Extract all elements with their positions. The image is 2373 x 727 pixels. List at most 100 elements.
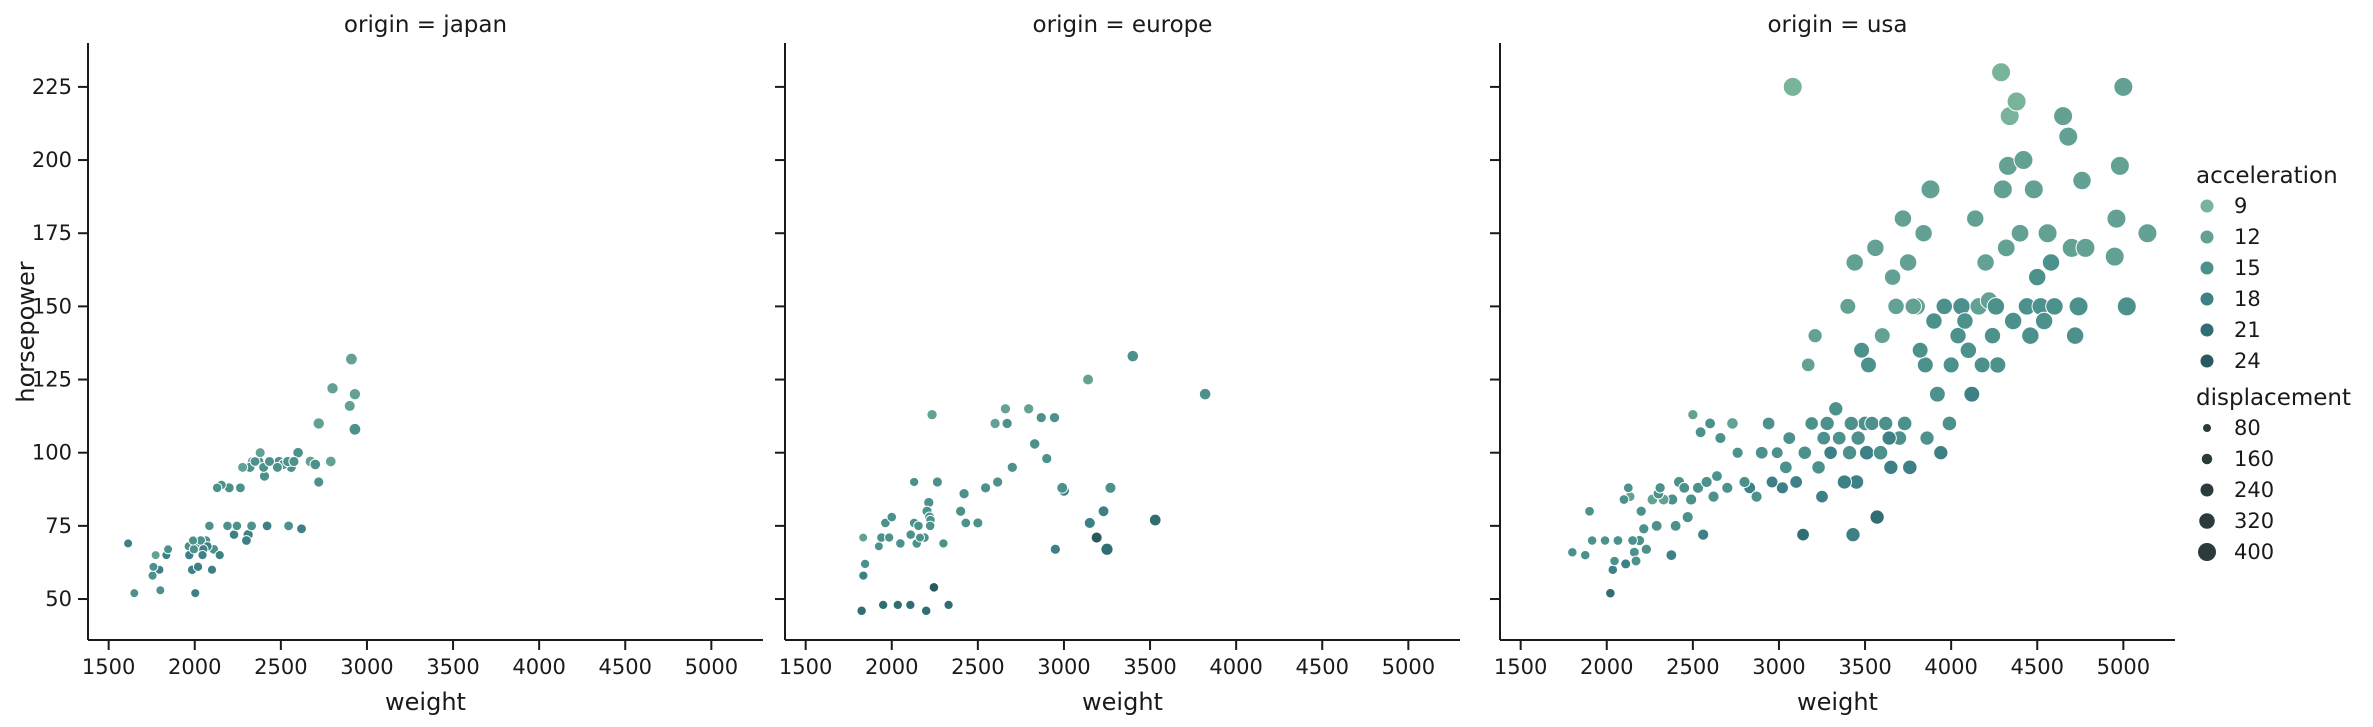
scatter-point <box>1685 493 1698 506</box>
scatter-point <box>309 458 322 471</box>
scatter-point <box>2072 170 2092 191</box>
scatter-point <box>222 520 233 532</box>
scatter-point <box>908 476 920 488</box>
scatter-point <box>2013 150 2034 171</box>
scatter-point <box>1083 516 1096 529</box>
scatter-point <box>1973 356 1991 374</box>
scatter-point <box>1933 445 1949 461</box>
scatter-point <box>1920 179 1941 200</box>
scatter-point <box>241 535 252 546</box>
scatter-point <box>1816 430 1832 446</box>
legend-hue-marker <box>2199 322 2215 338</box>
scatter-point <box>926 409 938 421</box>
scatter-point <box>343 399 356 412</box>
legend-title-displacement: displacement <box>2196 385 2351 411</box>
scatter-point <box>234 482 246 494</box>
x-tick-label: 4500 <box>1296 655 1349 679</box>
scatter-point <box>163 544 174 555</box>
scatter-point <box>1896 415 1913 432</box>
scatter-point <box>228 529 240 540</box>
scatter-point <box>2065 326 2085 345</box>
legend-size-marker <box>2197 542 2217 562</box>
x-tick-label: 4000 <box>1209 655 1262 679</box>
scatter-point <box>1035 411 1047 424</box>
x-tick-label: 1500 <box>779 655 832 679</box>
scatter-point <box>1056 481 1069 494</box>
scatter-point <box>1925 312 1943 330</box>
scatter-point <box>1687 409 1699 421</box>
scatter-point <box>1902 459 1918 476</box>
scatter-point <box>1001 417 1013 430</box>
scatter-point <box>1082 373 1095 386</box>
scatter-point <box>312 417 325 430</box>
x-tick-label: 4000 <box>512 655 565 679</box>
scatter-point <box>1006 461 1018 473</box>
scatter-point <box>1807 327 1823 344</box>
scatter-point <box>1797 445 1813 460</box>
scatter-point <box>150 550 161 561</box>
scatter-point <box>271 461 283 473</box>
scatter-point <box>1628 546 1640 558</box>
scatter-point <box>1815 489 1829 504</box>
scatter-point <box>1800 357 1816 373</box>
x-tick-label: 4500 <box>2011 655 2064 679</box>
scatter-point <box>1630 555 1642 567</box>
x-tick-label: 2500 <box>254 655 307 679</box>
hue-legend-items: 9 12 15 18 21 24 <box>2199 194 2261 373</box>
legend-title-acceleration: acceleration <box>2196 163 2338 189</box>
y-tick-label: 200 <box>32 148 72 172</box>
scatter-point <box>1048 411 1061 424</box>
y-tick-label: 150 <box>32 294 72 318</box>
scatter-point <box>231 520 243 532</box>
x-tick-label: 3500 <box>426 655 479 679</box>
scatter-point <box>1881 430 1897 446</box>
scatter-point <box>2021 326 2040 345</box>
scatter-point <box>1731 446 1744 459</box>
scatter-point <box>1956 312 1974 330</box>
y-axis-label: horsepower <box>12 261 40 402</box>
scatter-point <box>999 403 1012 415</box>
x-tick-label: 3500 <box>1838 655 1891 679</box>
scatter-point <box>348 387 362 401</box>
scatter-point <box>2137 223 2158 244</box>
scatter-point <box>1941 415 1958 432</box>
y-tick-label: 75 <box>45 514 72 538</box>
scatter-point <box>895 538 906 549</box>
scatter-point <box>1796 527 1810 542</box>
scatter-point <box>1991 62 2012 83</box>
scatter-point <box>1841 445 1858 461</box>
scatter-point <box>1090 531 1103 544</box>
scatter-point <box>905 529 916 540</box>
legend-hue-label: 24 <box>2234 349 2261 373</box>
x-axis-label: weight <box>385 688 466 716</box>
scatter-point <box>2075 237 2096 258</box>
x-tick-label: 4000 <box>1924 655 1977 679</box>
scatter-point <box>1853 341 1871 359</box>
panel-title: origin = japan <box>344 12 507 38</box>
x-tick-label: 3000 <box>1752 655 1805 679</box>
scatter-point <box>979 482 992 494</box>
scatter-point <box>1914 224 1933 243</box>
scatter-point <box>960 517 972 529</box>
facet-panel-2: origin = usa 1500 2000 2500 3000 3500 4000 4500… <box>1490 12 2175 716</box>
scatter-point <box>1028 438 1041 450</box>
scatter-point <box>1839 297 1857 315</box>
scatter-point <box>1804 416 1819 431</box>
scatter-point <box>915 532 925 543</box>
x-axis-label: weight <box>1797 688 1878 716</box>
x-tick-label: 3000 <box>1037 655 1090 679</box>
facet-panel-1: origin = europe 1500 2000 2500 3000 3500 4000 4… <box>775 12 1460 716</box>
x-tick-label: 2500 <box>1666 655 1719 679</box>
scatter-point <box>1988 356 2007 374</box>
scatter-point <box>892 599 903 611</box>
scatter-point <box>1148 513 1162 527</box>
scatter-point <box>2058 126 2079 147</box>
scatter-point <box>1916 356 1934 374</box>
scatter-point <box>924 520 936 532</box>
x-tick-label: 2000 <box>865 655 918 679</box>
scatter-point <box>1609 555 1620 567</box>
scatter-point <box>129 588 140 599</box>
scatter-point <box>877 599 889 611</box>
legend-hue-label: 9 <box>2234 194 2247 218</box>
